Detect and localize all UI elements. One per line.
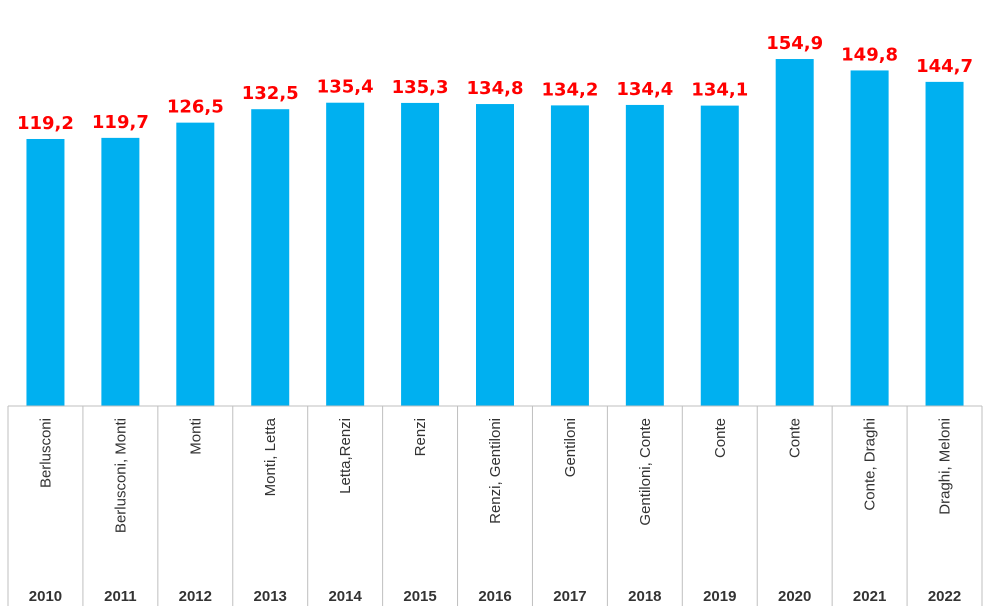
category-label-2013: Monti, Letta — [262, 417, 279, 496]
category-label-2021: Conte, Draghi — [862, 418, 879, 511]
value-label-2017: 134,2 — [541, 79, 598, 100]
category-label-2019: Conte — [712, 418, 729, 458]
category-label-2020: Conte — [787, 418, 804, 458]
bar-2011 — [101, 137, 140, 406]
year-label-2022: 2022 — [928, 588, 961, 605]
category-label-2014: Letta,Renzi — [337, 418, 354, 494]
value-label-2010: 119,2 — [17, 113, 74, 134]
value-label-2012: 126,5 — [167, 97, 224, 118]
category-label-2017: Gentiloni — [562, 418, 579, 477]
bar-2021 — [850, 70, 889, 406]
year-label-2014: 2014 — [328, 588, 362, 605]
bar-2016 — [476, 104, 514, 406]
year-label-2011: 2011 — [104, 588, 137, 605]
bar-2010 — [26, 138, 65, 406]
value-label-2021: 149,8 — [841, 44, 898, 65]
value-label-2014: 135,4 — [317, 77, 374, 98]
bar-2012 — [176, 122, 215, 406]
value-label-2015: 135,3 — [392, 77, 449, 98]
value-label-2018: 134,4 — [616, 79, 673, 100]
category-label-2022: Draghi, Meloni — [937, 418, 954, 515]
category-label-2016: Renzi, Gentiloni — [487, 418, 504, 524]
bar-2015 — [401, 102, 440, 406]
category-label-2011: Berlusconi, Monti — [112, 418, 129, 533]
category-label-2018: Gentiloni, Conte — [637, 418, 654, 526]
year-label-2020: 2020 — [778, 588, 811, 605]
bar-2020 — [775, 59, 814, 407]
bars-group — [26, 59, 964, 407]
bar-2013 — [251, 109, 290, 406]
value-label-2016: 134,8 — [467, 78, 524, 99]
year-label-2018: 2018 — [628, 588, 661, 605]
bar-2022 — [925, 81, 964, 406]
year-label-2017: 2017 — [553, 588, 586, 605]
bar-2014 — [326, 102, 365, 406]
year-label-2016: 2016 — [478, 588, 511, 605]
category-label-2010: Berlusconi — [37, 418, 54, 488]
value-labels-group: 119,2 119,7 126,5 132,5 135,4 135,3 134,8 134,2… — [17, 33, 973, 134]
year-label-2015: 2015 — [403, 588, 436, 605]
year-label-2012: 2012 — [179, 588, 212, 605]
bar-2019 — [700, 105, 739, 406]
year-label-2013: 2013 — [254, 588, 287, 605]
value-label-2011: 119,7 — [92, 112, 149, 133]
value-label-2020: 154,9 — [766, 33, 823, 54]
value-label-2019: 134,1 — [691, 80, 748, 101]
category-label-2012: Monti — [187, 418, 204, 455]
bar-2018 — [625, 104, 664, 406]
bar-2017 — [550, 105, 589, 406]
category-label-2015: Renzi — [412, 418, 429, 456]
value-label-2013: 132,5 — [242, 83, 299, 104]
year-label-2021: 2021 — [853, 588, 886, 605]
category-table: Berlusconi 2010 Berlusconi, Monti 2011 Monti… — [7, 405, 983, 606]
year-label-2019: 2019 — [703, 588, 736, 605]
value-label-2022: 144,7 — [916, 56, 973, 77]
year-label-2010: 2010 — [29, 588, 62, 605]
